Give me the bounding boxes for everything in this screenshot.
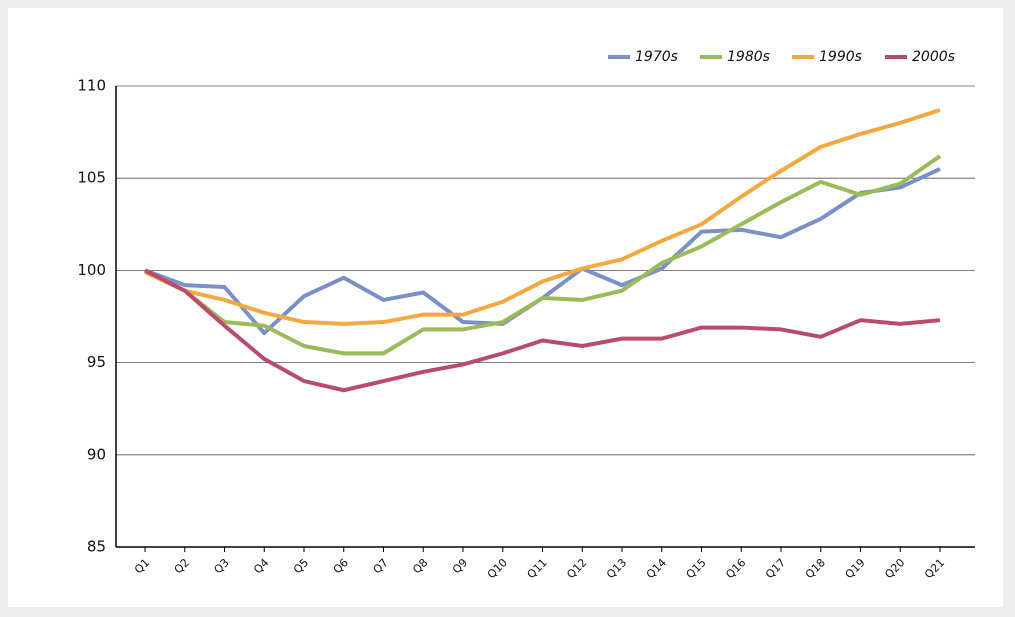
panel bbox=[8, 8, 1003, 607]
legend-label: 1980s bbox=[727, 49, 770, 65]
series-line bbox=[144, 268, 941, 393]
legend-label: 1970s bbox=[635, 49, 678, 65]
legend-label: 2000s bbox=[912, 49, 955, 65]
legend-label: 1990s bbox=[819, 49, 862, 65]
series-line bbox=[144, 108, 941, 326]
y-tick-label: 90 bbox=[87, 445, 106, 463]
y-tick-label: 100 bbox=[77, 261, 106, 279]
series-line bbox=[144, 154, 942, 356]
y-tick-label: 110 bbox=[77, 77, 106, 95]
y-tick-label: 85 bbox=[87, 538, 106, 556]
y-tick-label: 105 bbox=[77, 169, 106, 187]
y-tick-label: 95 bbox=[87, 353, 106, 371]
